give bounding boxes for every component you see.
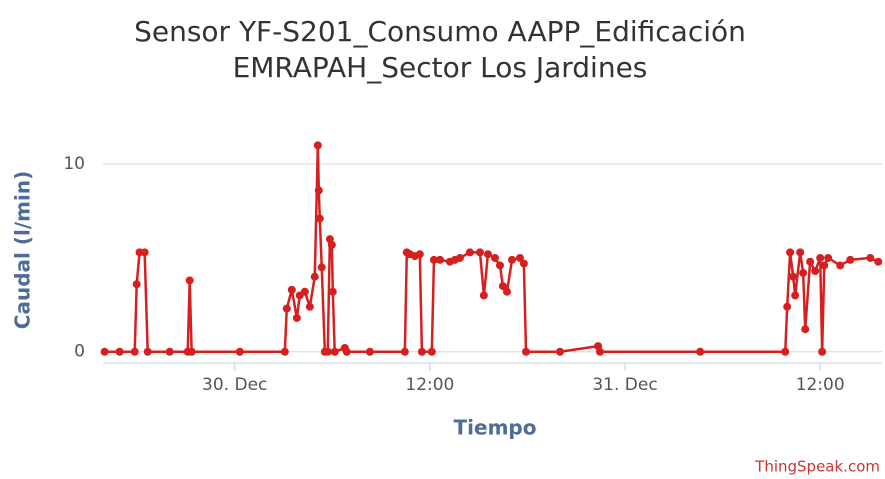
data-point	[836, 261, 845, 270]
x-tick-label: 30. Dec	[202, 375, 267, 395]
x-tick-label: 12:00	[796, 375, 845, 395]
data-point	[801, 325, 810, 334]
data-point	[187, 347, 196, 356]
data-point	[806, 257, 815, 266]
data-point	[479, 291, 488, 300]
data-point	[300, 287, 309, 296]
data-point	[115, 347, 124, 356]
data-point	[143, 347, 152, 356]
x-tick-label: 12:00	[405, 375, 454, 395]
data-point	[495, 261, 504, 270]
data-point	[786, 248, 795, 257]
data-point	[781, 347, 790, 356]
data-point	[820, 261, 829, 270]
data-point	[328, 287, 337, 296]
data-point	[455, 253, 464, 262]
x-axis-label: Tiempo	[454, 416, 537, 440]
data-point	[323, 347, 332, 356]
data-point	[165, 347, 174, 356]
data-point	[415, 250, 424, 259]
data-point	[315, 214, 324, 223]
data-point	[799, 268, 808, 277]
data-point	[515, 253, 524, 262]
data-point	[791, 291, 800, 300]
data-point	[327, 240, 336, 249]
data-point	[502, 287, 511, 296]
data-point	[866, 253, 875, 262]
data-line	[104, 145, 879, 354]
data-point	[313, 141, 322, 150]
data-point	[796, 248, 805, 257]
data-point	[816, 253, 825, 262]
data-point	[465, 248, 474, 257]
chart-title-line: Sensor YF-S201_Consumo AAPP_Edificación	[134, 15, 746, 48]
data-point	[555, 347, 564, 356]
credit[interactable]: ThingSpeak.com	[754, 458, 880, 476]
data-point	[783, 302, 792, 311]
y-tick-label: 10	[63, 154, 85, 174]
data-point	[696, 347, 705, 356]
data-point	[310, 272, 319, 281]
data-point	[314, 186, 323, 195]
data-point	[595, 347, 604, 356]
data-point	[490, 253, 499, 262]
x-tick-label: 31. Dec	[592, 375, 657, 395]
data-point	[305, 302, 314, 311]
data-point	[818, 347, 827, 356]
data-point	[811, 267, 820, 276]
data-point	[282, 304, 291, 313]
data-point	[846, 255, 855, 264]
data-point	[522, 347, 531, 356]
data-point	[132, 280, 141, 289]
data-point	[483, 250, 492, 259]
data-point	[235, 347, 244, 356]
data-point	[130, 347, 139, 356]
data-point	[789, 272, 798, 281]
data-point	[435, 255, 444, 264]
data-point	[280, 347, 289, 356]
data-point	[475, 248, 484, 257]
data-point	[508, 255, 517, 264]
data-point	[342, 347, 351, 356]
data-point	[140, 248, 149, 257]
data-point	[317, 263, 326, 272]
data-point	[287, 285, 296, 294]
data-point	[185, 276, 194, 285]
data-point	[874, 257, 883, 266]
data-point	[519, 259, 528, 268]
data-point	[365, 347, 374, 356]
data-point	[824, 253, 833, 262]
y-tick-label: 0	[74, 342, 85, 362]
data-point	[292, 313, 301, 322]
data-point	[417, 347, 426, 356]
data-point	[400, 347, 409, 356]
data-point	[429, 255, 438, 264]
data-point	[427, 347, 436, 356]
data-point	[498, 282, 507, 291]
y-axis-label: Caudal (l/min)	[11, 171, 35, 329]
data-point	[100, 347, 109, 356]
data-point	[330, 347, 339, 356]
chart-title-line: EMRAPAH_Sector Los Jardines	[233, 51, 648, 84]
